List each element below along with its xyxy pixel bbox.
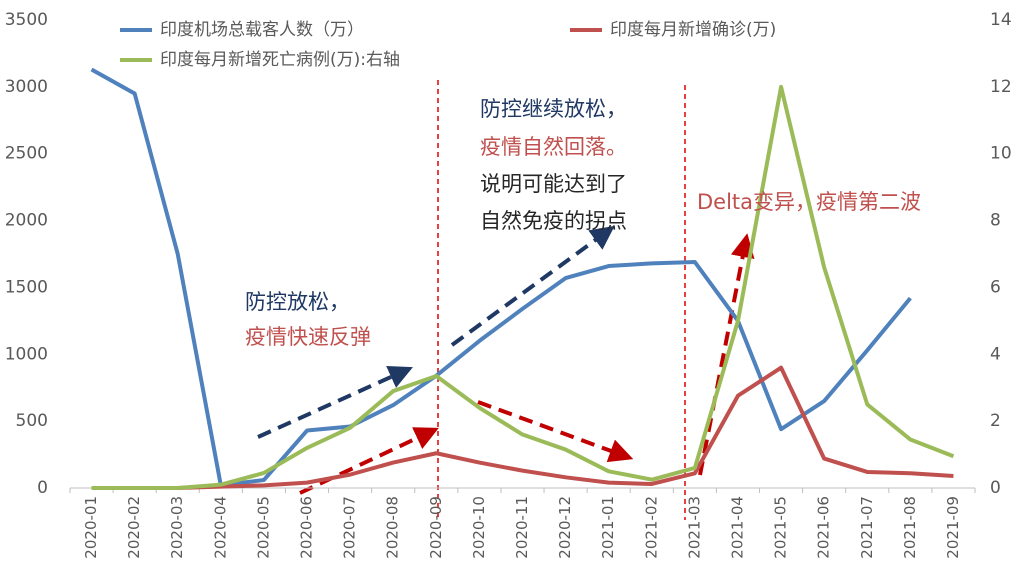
y-tick-label: 3500 [5,10,48,30]
x-tick-label: 2020-09 [427,496,445,559]
x-tick-label: 2021-05 [772,496,790,559]
x-tick-label: 2021-01 [599,496,617,559]
y2-tick-label: 6 [990,277,1001,297]
y-tick-label: 1500 [5,277,48,297]
y-tick-label: 0 [37,478,48,498]
y-tick-label: 3000 [5,77,48,97]
annotation: 疫情快速反弹 [245,325,371,349]
x-tick-label: 2021-02 [642,496,660,559]
arrow [477,400,634,463]
x-tick-label: 2021-09 [944,496,962,559]
x-tick-label: 2020-07 [341,496,359,559]
legend-label: 印度每月新增死亡病例(万):右轴 [160,50,400,70]
y-tick-label: 2000 [5,211,48,231]
arrow [698,233,755,476]
x-tick-label: 2020-11 [513,496,531,559]
y2-tick-label: 2 [990,411,1001,431]
legend-label: 印度机场总载客人数（万） [160,20,364,40]
x-tick-label: 2020-12 [556,496,574,559]
series-line [91,365,954,490]
arrow [257,365,413,439]
y2-tick-label: 10 [990,144,1012,164]
arrow [299,427,439,495]
y-tick-label: 1000 [5,344,48,364]
x-tick-label: 2020-01 [82,496,100,559]
x-tick-label: 2020-02 [125,496,143,559]
annotation: Delta变异，疫情第二波 [697,190,921,214]
decorations [257,80,755,520]
x-tick-label: 2020-06 [298,496,316,559]
x-tick-label: 2021-08 [901,496,919,559]
annotation: 防控放松， [245,290,350,314]
y2-tick-label: 0 [990,478,1001,498]
y-tick-label: 2500 [5,144,48,164]
annotation: 说明可能达到了 [480,172,627,196]
annotation: 自然免疫的拐点 [480,209,627,233]
legend-label: 印度每月新增确诊(万) [610,20,776,40]
x-tick-label: 2021-07 [858,496,876,559]
y-tick-label: 500 [16,411,48,431]
x-tick-label: 2021-06 [815,496,833,559]
x-tick-label: 2020-04 [211,496,229,559]
annotation: 疫情自然回落。 [480,135,627,159]
x-tick-label: 2020-10 [470,496,488,559]
x-tick-label: 2021-04 [728,496,746,559]
x-tick-label: 2020-05 [254,496,272,559]
annotation: 防控继续放松， [480,97,627,121]
y2-tick-label: 12 [990,77,1012,97]
x-tick-label: 2021-03 [685,496,703,559]
x-tick-label: 2020-03 [168,496,186,559]
series-line [91,84,955,490]
arrow [450,225,615,347]
y2-tick-label: 8 [990,211,1001,231]
x-tick-label: 2020-08 [384,496,402,559]
y2-tick-label: 4 [990,344,1001,364]
y2-tick-label: 14 [990,10,1012,30]
